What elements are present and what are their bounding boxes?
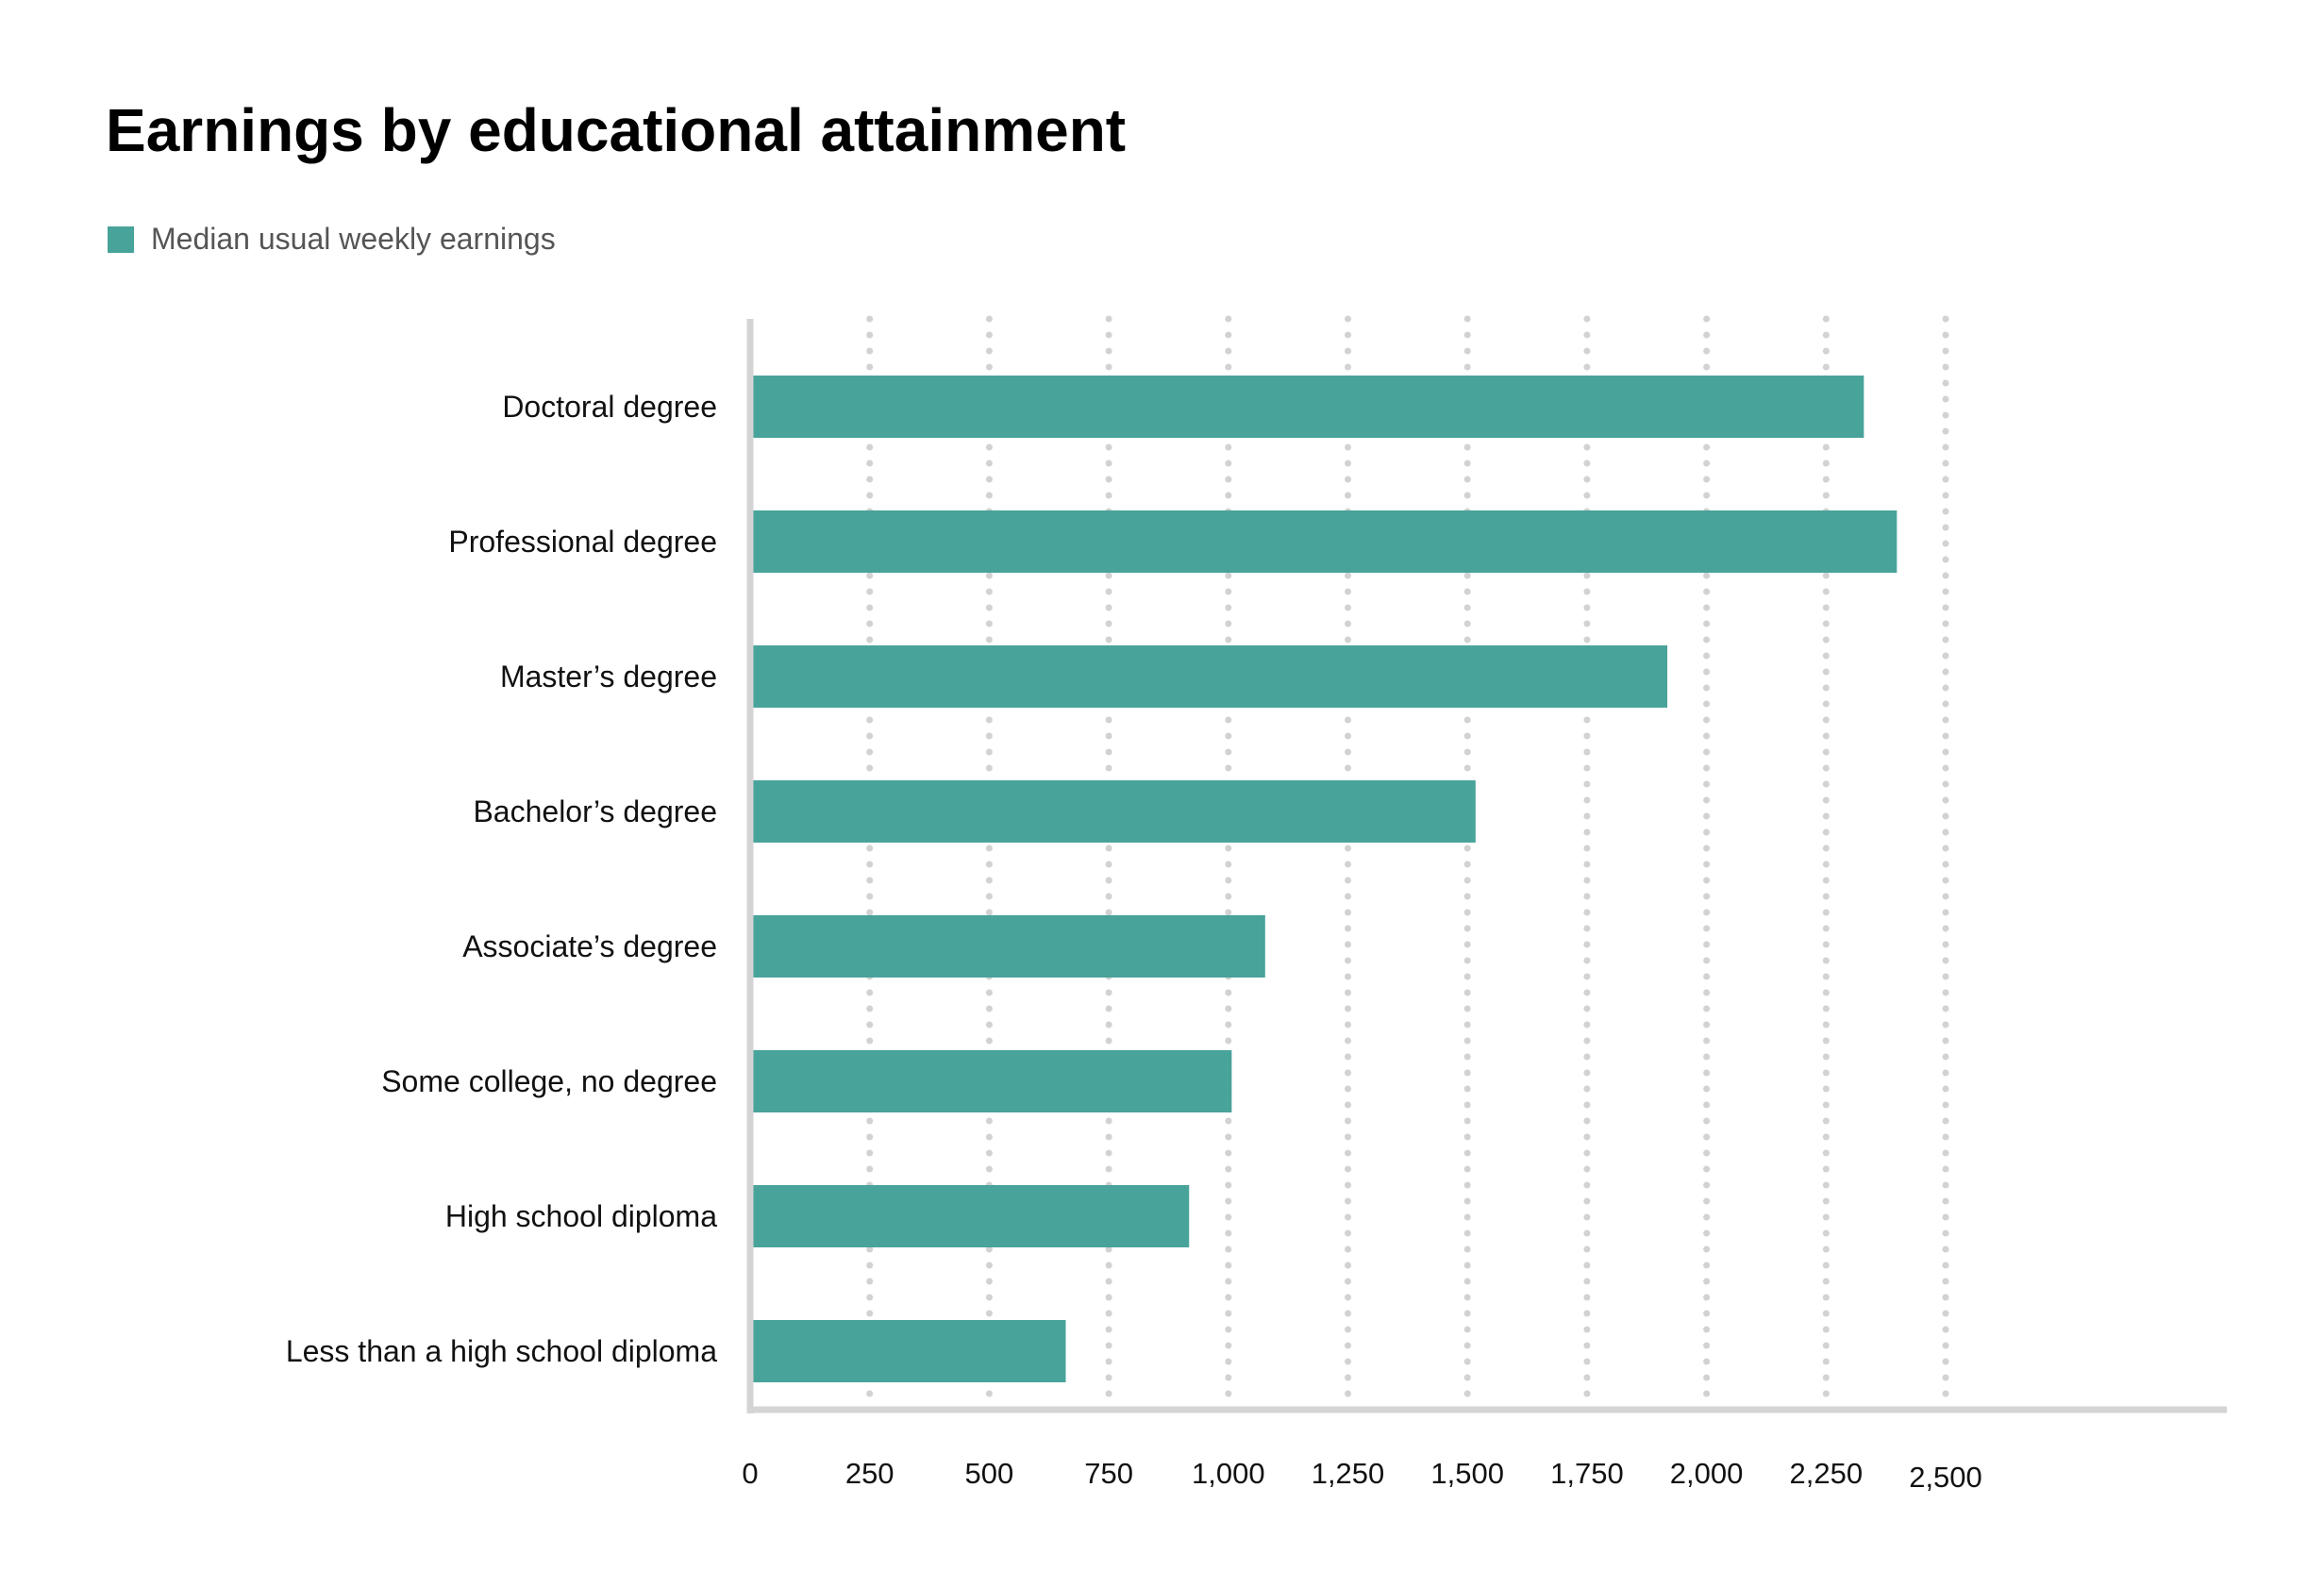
x-tick-label-1750: 1,750 xyxy=(1550,1457,1624,1490)
category-label-1: Professional degree xyxy=(448,525,717,559)
x-tick-labels: 0 250 500 750 1,000 1,250 1,500 1,750 2,000 2,250… xyxy=(742,1457,1981,1494)
x-tick-label-750: 750 xyxy=(1084,1457,1133,1490)
bar-5 xyxy=(753,1050,1232,1112)
category-label-2: Master’s degree xyxy=(500,660,717,694)
x-tick-label-2500: 2,500 xyxy=(1909,1461,1982,1494)
bar-2 xyxy=(753,645,1668,708)
category-label-7: Less than a high school diploma xyxy=(286,1334,717,1368)
bar-3 xyxy=(753,780,1476,843)
x-tick-label-2000: 2,000 xyxy=(1670,1457,1744,1490)
x-tick-label-1000: 1,000 xyxy=(1192,1457,1265,1490)
x-tick-label-1500: 1,500 xyxy=(1430,1457,1504,1490)
bar-1 xyxy=(753,510,1898,573)
x-tick-label-1250: 1,250 xyxy=(1312,1457,1385,1490)
gridlines xyxy=(866,315,1949,1413)
bar-0 xyxy=(753,376,1864,438)
x-tick-label-0: 0 xyxy=(742,1457,758,1490)
x-tick-label-2250: 2,250 xyxy=(1790,1457,1864,1490)
bar-7 xyxy=(753,1320,1066,1382)
bar-4 xyxy=(753,915,1265,978)
category-label-4: Associate’s degree xyxy=(462,929,717,963)
x-tick-label-500: 500 xyxy=(965,1457,1014,1490)
axes xyxy=(746,319,2227,1413)
category-label-5: Some college, no degree xyxy=(381,1064,717,1098)
chart-title: Earnings by educational attainment xyxy=(106,96,1126,164)
category-label-3: Bachelor’s degree xyxy=(473,794,717,828)
legend-label: Median usual weekly earnings xyxy=(151,222,556,256)
x-tick-label-250: 250 xyxy=(845,1457,894,1490)
category-labels: Doctoral degree Professional degree Master… xyxy=(286,390,717,1368)
bar-6 xyxy=(753,1185,1190,1247)
category-label-6: High school diploma xyxy=(445,1199,717,1233)
legend-swatch xyxy=(108,226,134,253)
category-label-0: Doctoral degree xyxy=(502,390,717,424)
bars xyxy=(753,376,1898,1382)
